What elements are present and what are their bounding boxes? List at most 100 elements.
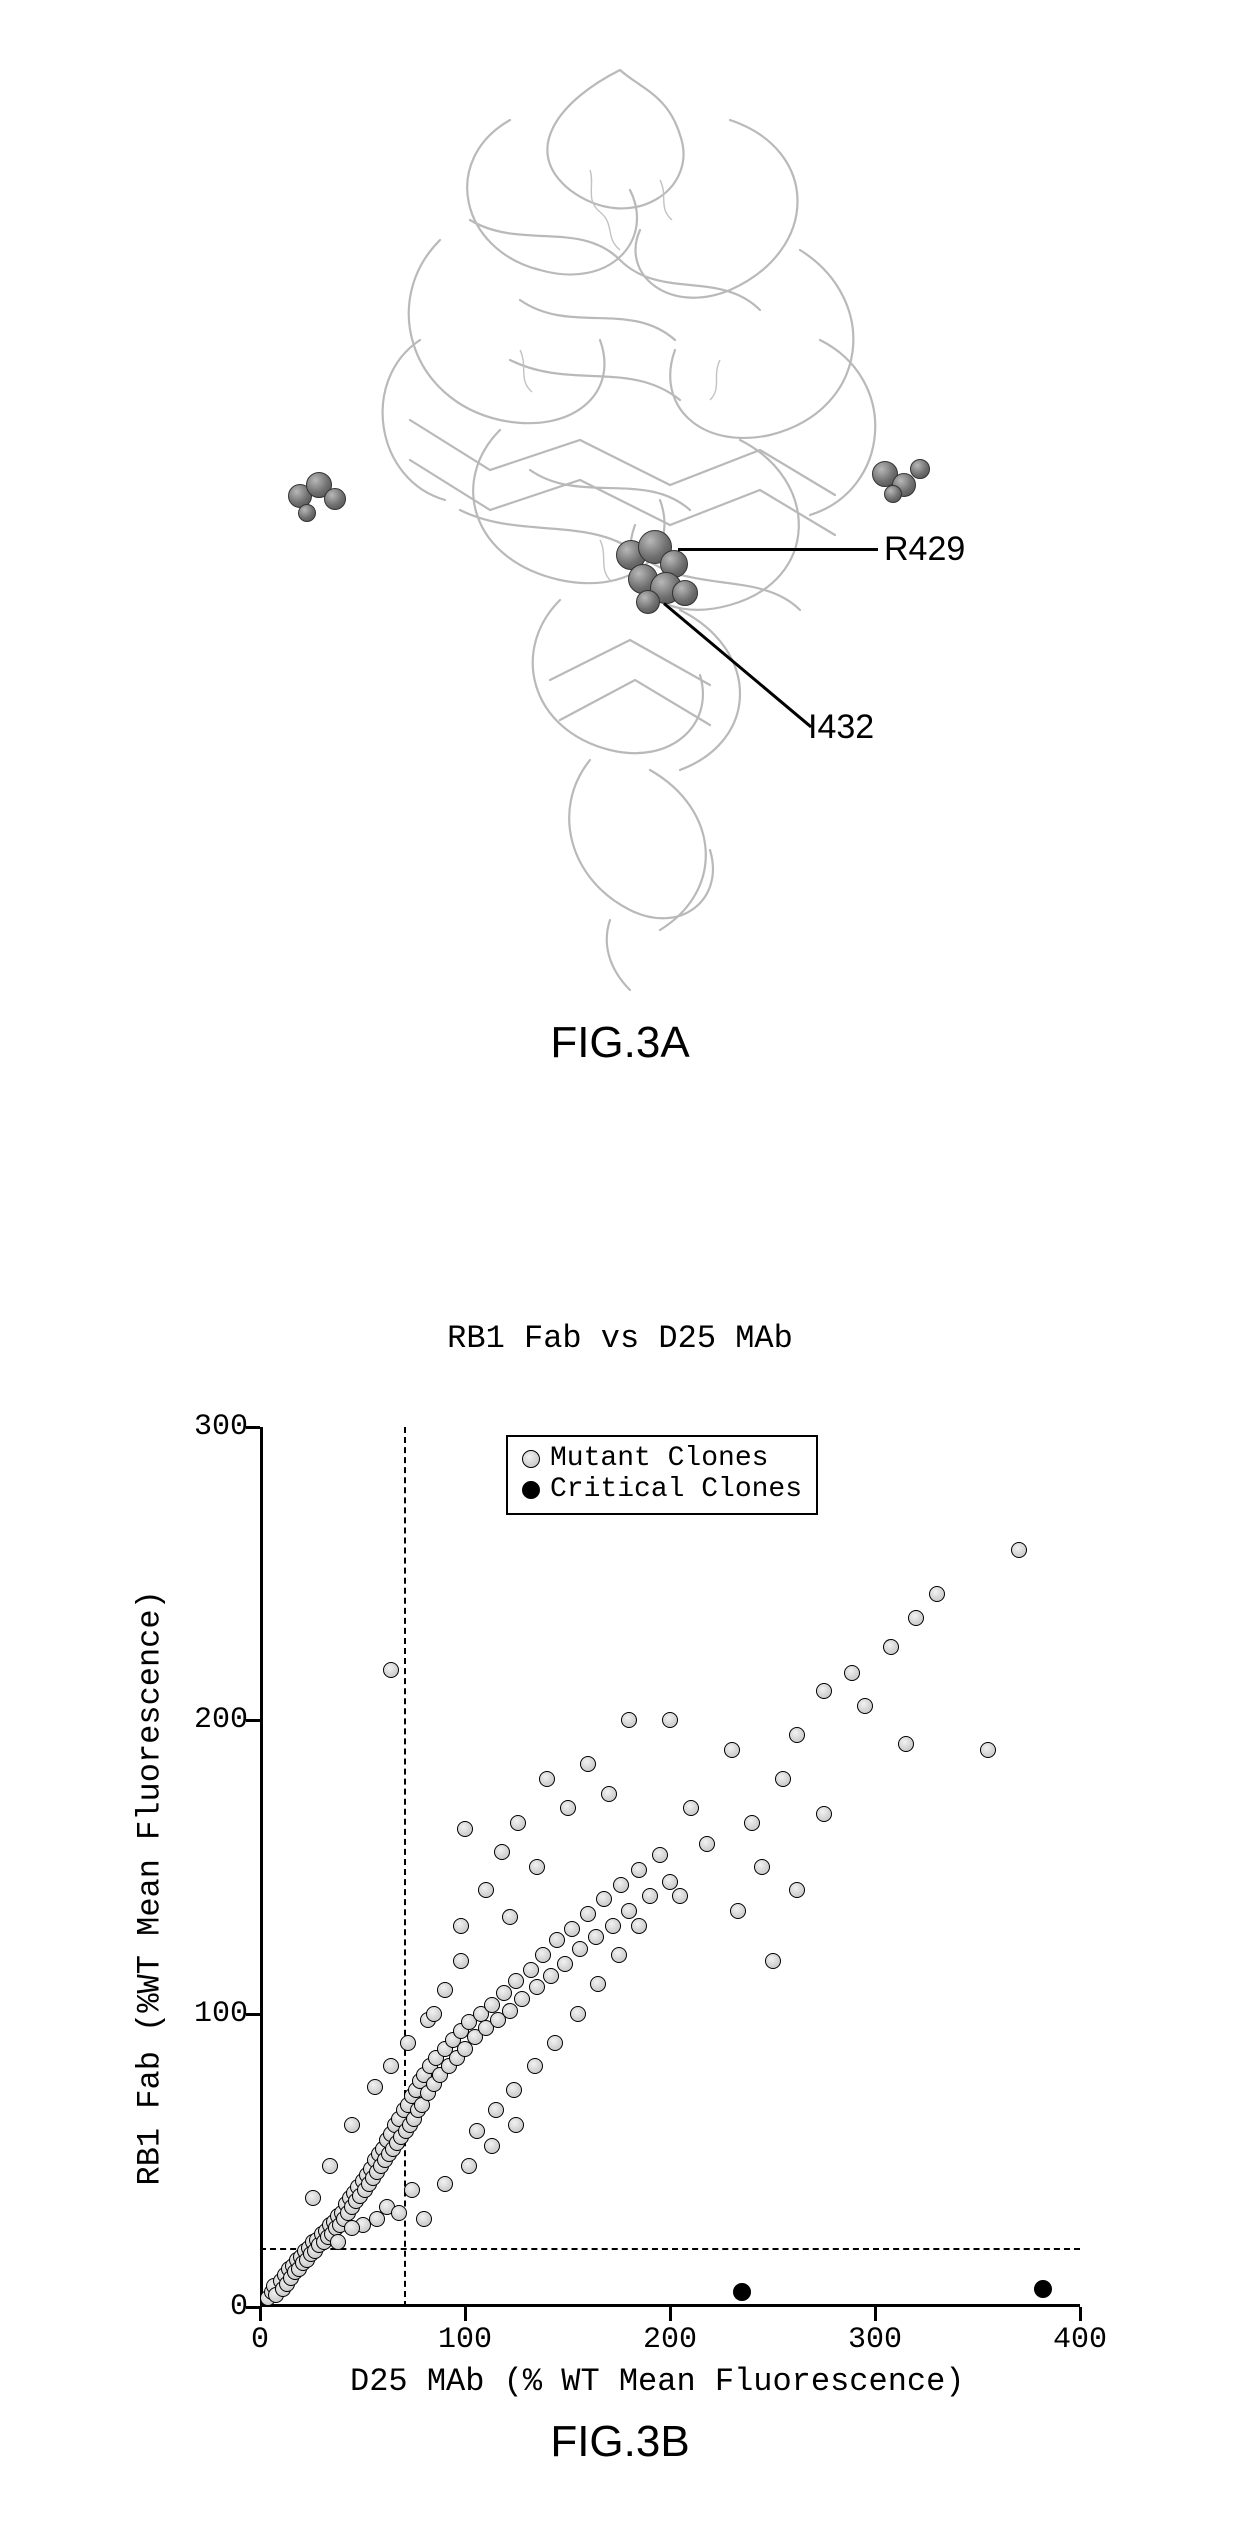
mutant-point [543,1968,559,1984]
mutant-point [322,2158,338,2174]
mutant-point [391,2205,407,2221]
mutant-point [502,2003,518,2019]
mutant-point [535,1947,551,1963]
mutant-point [570,2006,586,2022]
x-tick [874,2307,877,2321]
mutant-point [857,1698,873,1714]
leader-r429 [678,548,878,551]
mutant-point [426,2006,442,2022]
mutant-point [529,1859,545,1875]
mutant-point [724,1742,740,1758]
figure-3a-caption: FIG.3A [170,1018,1070,1068]
mutant-point [510,1815,526,1831]
legend-item-mutant: Mutant Clones [522,1443,802,1474]
mutant-point [789,1727,805,1743]
y-tick-label: 100 [184,1997,248,2031]
mutant-point [816,1683,832,1699]
y-tick [246,1426,260,1429]
x-tick-label: 100 [438,2323,492,2357]
mutant-point [730,1903,746,1919]
mutant-point [367,2079,383,2095]
legend-item-critical: Critical Clones [522,1474,802,1505]
legend-swatch-critical [522,1481,540,1499]
mutant-point [775,1771,791,1787]
mutant-point [557,1956,573,1972]
legend-label-critical: Critical Clones [550,1474,802,1505]
mutant-point [330,2234,346,2250]
mutant-point [699,1836,715,1852]
mutant-point [580,1906,596,1922]
mutant-point [816,1806,832,1822]
mutant-point [580,1756,596,1772]
mutant-point [453,1918,469,1934]
mutant-point [908,1610,924,1626]
protein-structure: R429 I432 [260,40,980,1000]
mutant-point [514,1991,530,2007]
x-tick-label: 0 [251,2323,269,2357]
mutant-point [621,1903,637,1919]
mutant-point [469,2123,485,2139]
mutant-point [744,1815,760,1831]
mutant-point [601,1786,617,1802]
mutant-point [344,2220,360,2236]
mutant-point [611,1947,627,1963]
mutant-point [383,1662,399,1678]
mutant-point [613,1877,629,1893]
label-r429: R429 [884,530,965,569]
mutant-point [478,1882,494,1898]
mutant-point [883,1639,899,1655]
legend-swatch-mutant [522,1450,540,1468]
ref-line-x [404,1427,406,2307]
mutant-point [437,1982,453,1998]
mutant-point [588,1929,604,1945]
x-tick [1079,2307,1082,2321]
mutant-point [898,1736,914,1752]
mutant-point [631,1862,647,1878]
mutant-point [453,1953,469,1969]
mutant-point [560,1800,576,1816]
mutant-point [605,1918,621,1934]
mutant-point [683,1800,699,1816]
critical-point [1034,2280,1052,2298]
mutant-point [564,1921,580,1937]
mutant-point [508,2117,524,2133]
mutant-point [484,2138,500,2154]
mutant-point [344,2117,360,2133]
critical-point [733,2283,751,2301]
mutant-point [621,1712,637,1728]
mutant-point [754,1859,770,1875]
mutant-point [461,2158,477,2174]
mutant-point [527,2058,543,2074]
mutant-point [672,1888,688,1904]
mutant-point [549,1932,565,1948]
mutant-point [494,1844,510,1860]
x-axis-label: D25 MAb (% WT Mean Fluorescence) [350,2363,965,2400]
mutant-point [590,1976,606,1992]
y-tick [246,2306,260,2309]
mutant-point [305,2190,321,2206]
mutant-point [662,1874,678,1890]
figure-3b: RB1 Fab vs D25 MAb Mutant Clones Critica… [90,1320,1150,2467]
mutant-point [844,1665,860,1681]
mutant-point [523,1962,539,1978]
y-tick [246,1719,260,1722]
mutant-point [404,2182,420,2198]
mutant-point [506,2082,522,2098]
x-tick [464,2307,467,2321]
x-tick [669,2307,672,2321]
mutant-point [529,1979,545,1995]
legend: Mutant Clones Critical Clones [506,1435,818,1515]
y-axis-label: RB1 Fab (%WT Mean Fluorescence) [132,1590,169,2185]
mutant-point [547,2035,563,2051]
mutant-point [789,1882,805,1898]
scatter-chart: Mutant Clones Critical Clones 0100200300… [90,1367,1150,2387]
mutant-point [929,1586,945,1602]
y-tick-label: 0 [220,2290,248,2324]
mutant-point [457,1821,473,1837]
mutant-point [652,1847,668,1863]
x-tick [259,2307,262,2321]
figure-3a: R429 I432 FIG.3A [170,40,1070,1068]
y-tick-label: 300 [184,1410,248,1444]
figure-3b-caption: FIG.3B [90,2417,1150,2467]
mutant-point [980,1742,996,1758]
